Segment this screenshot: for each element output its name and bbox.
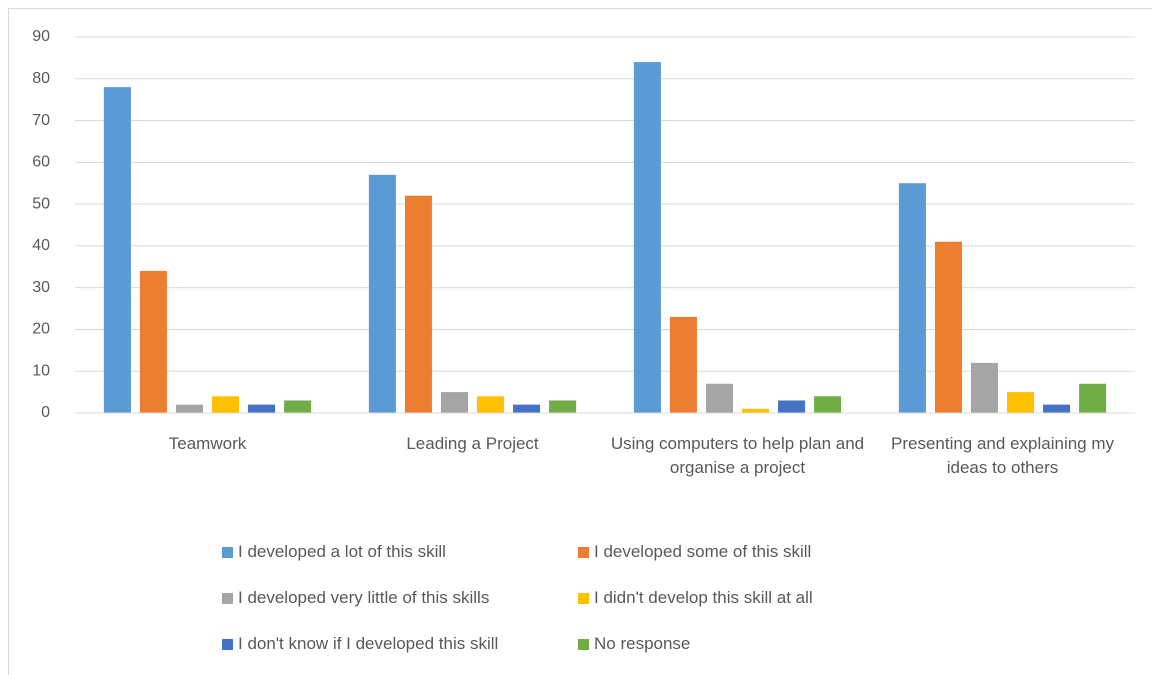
- bar: [248, 404, 276, 413]
- bar: [477, 396, 505, 413]
- legend-item: I don't know if I developed this skill: [222, 633, 498, 655]
- bar: [633, 62, 661, 414]
- bar: [284, 400, 312, 413]
- legend-label: I developed a lot of this skill: [238, 542, 446, 561]
- legend-swatch: [222, 592, 233, 604]
- bar: [368, 174, 396, 413]
- bar: [1079, 383, 1107, 413]
- y-tick-label: 90: [32, 28, 50, 45]
- y-tick-label: 80: [32, 70, 50, 87]
- bar: [705, 383, 733, 413]
- legend-swatch: [578, 592, 589, 604]
- legend-item: No response: [578, 633, 690, 655]
- legend-swatch: [578, 546, 589, 558]
- bar: [404, 195, 432, 413]
- legend-label: I developed very little of this skills: [238, 588, 490, 607]
- y-tick-label: 60: [32, 154, 50, 171]
- bar: [669, 316, 697, 413]
- legend-swatch: [578, 638, 589, 650]
- bar: [1007, 392, 1035, 413]
- y-tick-label: 50: [32, 195, 50, 212]
- y-tick-label: 30: [32, 279, 50, 296]
- y-tick-label: 70: [32, 112, 50, 129]
- y-tick-label: 40: [32, 237, 50, 254]
- legend-label: I developed some of this skill: [594, 542, 812, 561]
- bar: [970, 362, 998, 413]
- y-tick-label: 20: [32, 321, 50, 338]
- chart-border: [8, 8, 1152, 675]
- bar: [898, 183, 926, 413]
- bar: [212, 396, 240, 413]
- bar: [103, 87, 131, 413]
- legend-item: I developed some of this skill: [578, 541, 811, 563]
- bar: [440, 392, 468, 413]
- bar: [513, 404, 541, 413]
- x-tick-label: Using computers to help plan and organis…: [610, 434, 865, 477]
- legend-swatch: [222, 638, 233, 650]
- bar: [549, 400, 577, 413]
- x-tick-label: Teamwork: [168, 434, 247, 453]
- legend-label: No response: [594, 634, 691, 653]
- legend-label: I don't know if I developed this skill: [238, 634, 499, 653]
- legend-item: I developed very little of this skills: [222, 587, 489, 609]
- y-tick-label: 0: [41, 404, 50, 421]
- bar: [778, 400, 806, 413]
- legend-item: I developed a lot of this skill: [222, 541, 446, 563]
- legend-swatch: [222, 546, 233, 558]
- y-tick-label: 10: [32, 362, 50, 379]
- bar: [139, 270, 167, 413]
- bar: [934, 241, 962, 413]
- bar: [175, 404, 203, 413]
- bar: [742, 408, 770, 413]
- bar: [814, 396, 842, 413]
- legend-item: I didn't develop this skill at all: [578, 587, 813, 609]
- legend-label: I didn't develop this skill at all: [594, 588, 813, 607]
- x-tick-label: Leading a Project: [406, 434, 539, 453]
- x-tick-label: Presenting and explaining my ideas to ot…: [890, 434, 1115, 477]
- bar: [1043, 404, 1071, 413]
